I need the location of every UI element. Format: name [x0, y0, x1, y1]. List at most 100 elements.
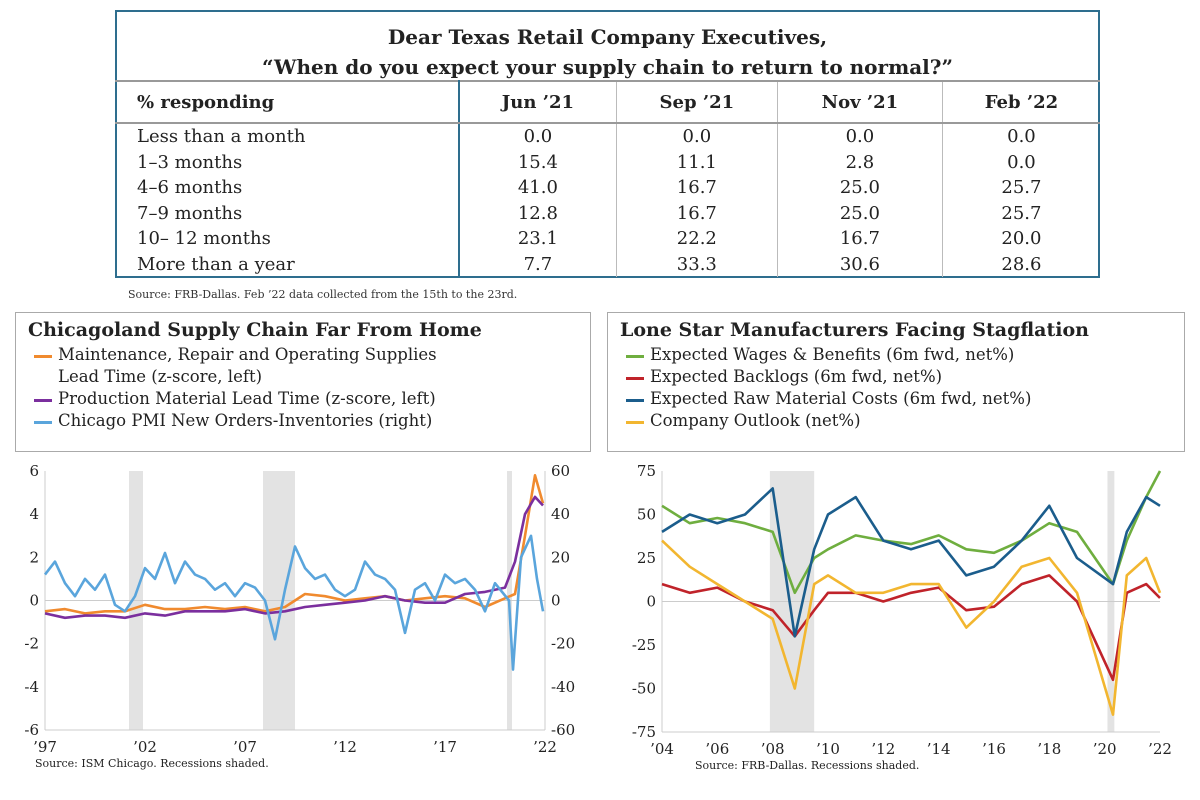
series-line-1	[44, 495, 544, 620]
y-tick-label: 50	[637, 506, 656, 524]
y-tick-label: -50	[632, 680, 656, 698]
x-tick-label: ’16	[982, 740, 1006, 758]
y-tick-label: -6	[24, 721, 39, 739]
col-header: Nov ’21	[776, 80, 943, 124]
row-label: More than a year	[115, 251, 460, 277]
left-legend-box: Chicagoland Supply Chain Far From Home M…	[15, 312, 591, 452]
x-tick-label: ’18	[1037, 740, 1061, 758]
left-chart: 6420-2-4-66040200-20-40-60’97’02’07’12’1…	[24, 462, 575, 770]
cell-value: 22.2	[615, 226, 778, 252]
y-tick-label: -4	[24, 678, 39, 696]
series-line-1	[661, 574, 1161, 682]
cell-value: 16.7	[615, 200, 778, 226]
table-title-line2: “When do you expect your supply chain to…	[261, 55, 954, 79]
y-tick-label: 0	[29, 592, 39, 610]
cell-value: 0.0	[615, 123, 778, 150]
table-row: 10– 12 months 23.1 22.2 16.7 20.0	[115, 226, 1100, 252]
legend-swatch	[626, 355, 644, 358]
x-tick-label: ’97	[33, 738, 57, 756]
right-legend-box: Lone Star Manufacturers Facing Stagflati…	[607, 312, 1185, 452]
chart-source: Source: FRB-Dallas. Recessions shaded.	[695, 759, 919, 772]
cell-value: 0.0	[941, 149, 1100, 175]
cell-value: 20.0	[941, 226, 1100, 252]
table-title: Dear Texas Retail Company Executives, “W…	[117, 22, 1098, 82]
y-tick-label: -2	[24, 635, 39, 653]
series-line-2	[661, 487, 1161, 638]
y-tick-label-right: -20	[551, 635, 575, 653]
x-tick-label: ’04	[650, 740, 674, 758]
x-tick-label: ’17	[433, 738, 457, 756]
cell-value: 30.6	[776, 251, 943, 277]
series-line-3	[661, 539, 1162, 716]
table-row: Less than a month 0.0 0.0 0.0 0.0	[115, 123, 1100, 150]
row-label: 10– 12 months	[115, 226, 460, 252]
cell-value: 12.8	[517, 202, 558, 224]
legend-item: Expected Wages & Benefits (6m fwd, net%)	[620, 344, 1172, 366]
y-tick-label-right: 20	[551, 548, 570, 566]
cell-value: 33.3	[615, 251, 778, 277]
y-tick-label-right: -40	[551, 678, 575, 696]
table-row: 4–6 months 41.0 16.7 25.0 25.7	[115, 175, 1100, 201]
survey-table-box: Dear Texas Retail Company Executives, “W…	[115, 10, 1100, 278]
legend-swatch	[626, 421, 644, 424]
right-chart: 75 50 25 0 -25 -50 -75’04 ’06 ’08 ’10 ’12 ’14 ’16 ’18…	[632, 462, 1172, 772]
table-header-row: % responding Jun ’21 Sep ’21 Nov ’21 Feb…	[115, 80, 1100, 124]
legend-label: Maintenance, Repair and Operating Suppli…	[58, 345, 437, 364]
x-tick-label: ’22	[1148, 740, 1172, 758]
table-row: 1–3 months 15.4 11.1 2.8 0.0	[115, 149, 1100, 175]
legend-item: Production Material Lead Time (z-score, …	[28, 388, 578, 410]
series-line-0	[661, 470, 1162, 595]
legend-label: Expected Wages & Benefits (6m fwd, net%)	[650, 345, 1015, 364]
y-tick-label-right: 0	[551, 592, 561, 610]
cell-value: 0.0	[776, 123, 943, 150]
y-tick-label-right: -60	[551, 721, 575, 739]
right-chart-title: Lone Star Manufacturers Facing Stagflati…	[620, 319, 1089, 341]
series-line-0	[44, 473, 545, 615]
x-tick-label: ’20	[1093, 740, 1117, 758]
legend-item: Expected Raw Material Costs (6m fwd, net…	[620, 388, 1172, 410]
legend-label: Chicago PMI New Orders-Inventories (righ…	[58, 411, 433, 430]
cell-value: 15.4	[517, 151, 558, 173]
cell-value: 23.1	[517, 228, 558, 250]
x-tick-label: ’06	[705, 740, 729, 758]
x-tick-label: ’12	[871, 740, 895, 758]
x-tick-label: ’22	[533, 738, 557, 756]
legend-swatch	[626, 377, 644, 380]
table-title-line1: Dear Texas Retail Company Executives,	[387, 25, 828, 49]
y-tick-label: -75	[632, 723, 656, 741]
chart-source: Source: ISM Chicago. Recessions shaded.	[35, 757, 269, 770]
x-tick-label: ’08	[761, 740, 785, 758]
legend-label: Company Outlook (net%)	[650, 411, 861, 430]
row-label: 7–9 months	[115, 200, 460, 226]
legend-item: Expected Backlogs (6m fwd, net%)	[620, 366, 1172, 388]
row-label: Less than a month	[115, 123, 460, 150]
y-tick-label: 4	[29, 505, 39, 523]
legend-item: Maintenance, Repair and Operating Suppli…	[28, 344, 578, 388]
col-header: Feb ’22	[941, 80, 1100, 124]
y-tick-label: 6	[29, 462, 39, 480]
cell-value: 0.0	[941, 123, 1100, 150]
cell-value: 25.7	[941, 200, 1100, 226]
cell-value: 2.8	[776, 149, 943, 175]
legend-label: Expected Backlogs (6m fwd, net%)	[650, 367, 943, 386]
left-chart-title: Chicagoland Supply Chain Far From Home	[28, 319, 482, 341]
cell-value: 41.0	[517, 177, 558, 199]
table-row: 7–9 months 12.8 16.7 25.0 25.7	[115, 200, 1100, 226]
y-tick-label-right: 40	[551, 505, 570, 523]
survey-table: % responding Jun ’21 Sep ’21 Nov ’21 Feb…	[115, 80, 1100, 277]
table-row: More than a year 7.7 33.3 30.6 28.6	[115, 251, 1100, 277]
cell-value: 16.7	[776, 226, 943, 252]
cell-value: 28.6	[941, 251, 1100, 277]
col-header: Jun ’21	[458, 80, 617, 124]
x-tick-label: ’10	[816, 740, 840, 758]
cell-value: 7.7	[523, 253, 553, 275]
y-tick-label: 2	[29, 548, 39, 566]
legend-label: Production Material Lead Time (z-score, …	[58, 389, 436, 408]
x-tick-label: ’07	[233, 738, 257, 756]
cell-value: 0.0	[523, 126, 553, 148]
cell-value: 25.0	[776, 175, 943, 201]
series-line-2	[43, 534, 545, 671]
row-label: 1–3 months	[115, 149, 460, 175]
y-tick-label-right: 60	[551, 462, 570, 480]
legend-label: Expected Raw Material Costs (6m fwd, net…	[650, 389, 1032, 408]
